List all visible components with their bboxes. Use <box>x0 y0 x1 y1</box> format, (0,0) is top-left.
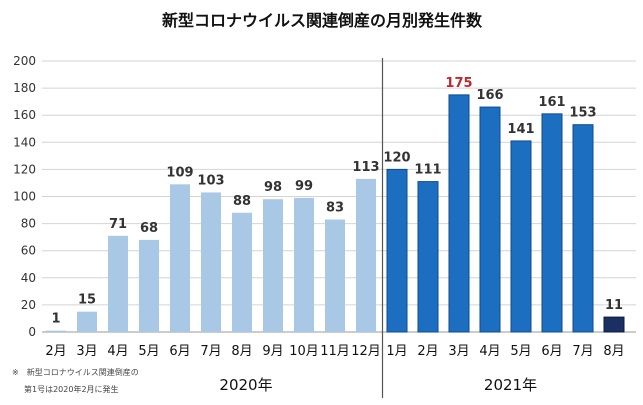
y-tick-label: 0 <box>28 325 36 339</box>
data-label: 175 <box>445 76 472 91</box>
data-label: 141 <box>507 122 534 137</box>
year-label: 2020年 <box>219 376 272 394</box>
year-label: 2021年 <box>484 376 537 394</box>
bar-2 <box>77 311 97 332</box>
x-tick-label: 8月 <box>603 344 624 359</box>
y-tick-label: 80 <box>21 217 36 231</box>
x-tick-label: 3月 <box>448 344 469 359</box>
y-tick-label: 180 <box>13 81 36 95</box>
bar-17 <box>541 113 563 333</box>
bar-18 <box>572 124 594 333</box>
data-label: 166 <box>476 88 503 103</box>
data-label: 15 <box>78 293 96 308</box>
bar-7 <box>232 212 252 332</box>
x-tick-label: 2月 <box>417 344 438 359</box>
data-label: 68 <box>140 221 158 236</box>
chart-title: 新型コロナウイルス関連倒産の月別発生件数 <box>162 11 483 30</box>
data-label: 1 <box>51 312 60 327</box>
footnote: ※ 新型コロナウイルス関連倒産の 第1号は2020年2月に発生 <box>12 367 139 394</box>
y-tick-label: 100 <box>13 190 36 204</box>
data-label: 111 <box>414 163 441 178</box>
x-tick-label: 12月 <box>351 344 381 359</box>
x-tick-label: 11月 <box>320 344 350 359</box>
data-label: 88 <box>233 194 251 209</box>
bar-5 <box>170 184 190 332</box>
footnote-line-1: ※ 新型コロナウイルス関連倒産の <box>12 367 139 377</box>
bar-14 <box>448 94 470 333</box>
x-tick-label: 6月 <box>541 344 562 359</box>
bar-13 <box>417 181 439 333</box>
x-tick-label: 7月 <box>200 344 221 359</box>
bar-10 <box>325 219 345 332</box>
data-label: 99 <box>295 179 313 194</box>
x-tick-label: 10月 <box>289 344 319 359</box>
data-label: 120 <box>383 150 410 165</box>
x-tick-label: 4月 <box>479 344 500 359</box>
data-label: 103 <box>197 173 224 188</box>
bar-11 <box>356 178 376 332</box>
x-tick-label: 7月 <box>572 344 593 359</box>
bar-4 <box>139 239 159 332</box>
x-axis: 2月 3月 4月 5月 6月 7月 8月 9月 10月 11月 12月 1月 2月 3月 4月 5月 6月 7月 8… <box>45 344 624 359</box>
bar-8 <box>263 199 283 332</box>
bar-6 <box>201 192 221 332</box>
bars <box>46 94 625 333</box>
data-label: 109 <box>166 165 193 180</box>
x-tick-label: 5月 <box>510 344 531 359</box>
y-axis: 0 20 40 60 80 100 120 140 160 180 200 <box>13 54 36 339</box>
data-label: 98 <box>264 180 282 195</box>
data-label: 11 <box>605 298 623 313</box>
x-tick-label: 6月 <box>169 344 190 359</box>
year-groups: 2020年 2021年 <box>219 58 537 398</box>
bar-12 <box>386 168 408 333</box>
x-tick-label: 2月 <box>45 344 66 359</box>
data-label: 83 <box>326 201 344 216</box>
y-tick-label: 200 <box>13 54 36 68</box>
x-tick-label: 8月 <box>231 344 252 359</box>
y-tick-label: 40 <box>21 271 36 285</box>
x-tick-label: 9月 <box>262 344 283 359</box>
bar-3 <box>108 235 128 332</box>
bar-19 <box>603 316 625 333</box>
data-label: 113 <box>352 160 379 175</box>
x-tick-label: 1月 <box>386 344 407 359</box>
y-tick-label: 140 <box>13 135 36 149</box>
data-labels: 1 15 71 68 109 103 88 98 99 83 113 120 111 175 166 141 1… <box>51 76 623 327</box>
x-tick-label: 5月 <box>138 344 159 359</box>
bar-9 <box>294 197 314 332</box>
data-label: 153 <box>569 106 596 121</box>
x-tick-label: 4月 <box>107 344 128 359</box>
data-label: 71 <box>109 217 127 232</box>
y-tick-label: 20 <box>21 298 36 312</box>
footnote-line-2: 第1号は2020年2月に発生 <box>24 384 119 394</box>
bar-16 <box>510 140 532 333</box>
bar-1 <box>46 330 66 332</box>
data-label: 161 <box>538 95 565 110</box>
x-tick-label: 3月 <box>76 344 97 359</box>
y-tick-label: 60 <box>21 244 36 258</box>
y-tick-label: 120 <box>13 162 36 176</box>
bar-15 <box>479 106 501 333</box>
y-tick-label: 160 <box>13 108 36 122</box>
